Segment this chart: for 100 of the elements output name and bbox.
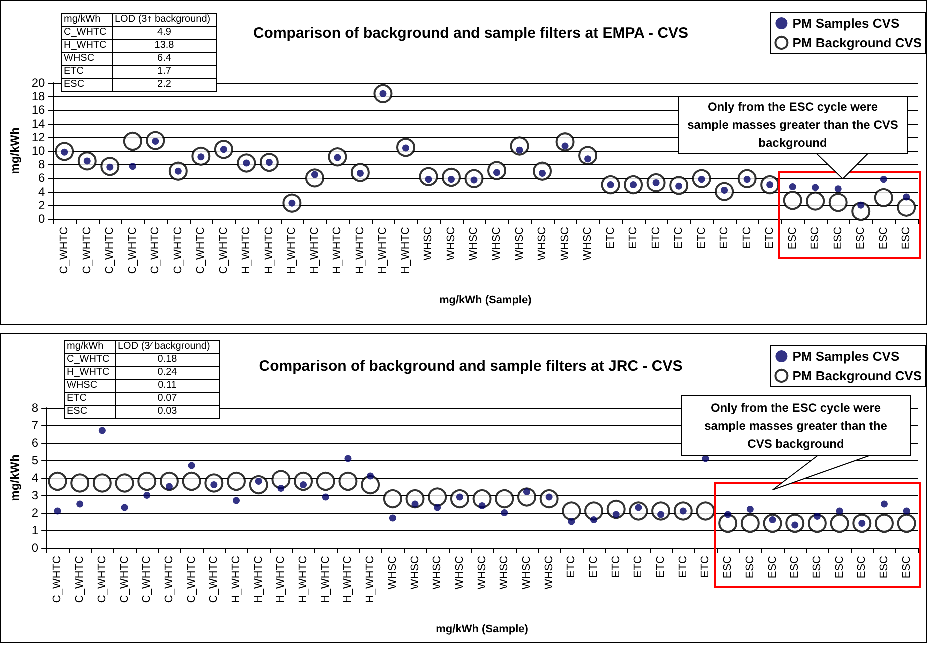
x-tick-label: ETC [628, 226, 640, 249]
y-tick-label: 0 [38, 212, 46, 226]
y-tick-label: 4 [32, 471, 39, 485]
y-axis-title: mg/kWh [8, 454, 22, 502]
point [361, 476, 380, 494]
point [702, 455, 710, 462]
x-tick-label: ETC [604, 226, 617, 249]
y-tick-label: 6 [38, 171, 46, 186]
x-tick-label: C_WHTC [208, 556, 220, 604]
point [858, 202, 865, 209]
point [874, 188, 894, 208]
x-tick-label: C_WHTC [74, 556, 86, 604]
point [495, 490, 514, 508]
x-tick-label: C_WHTC [126, 226, 139, 274]
x-tick-label: C_WHTC [104, 226, 116, 274]
point [568, 518, 576, 526]
x-tick-label: H_WHTC [354, 226, 366, 274]
point [138, 472, 157, 491]
x-tick-label: ESC [766, 556, 779, 579]
point [828, 193, 848, 212]
y-tick-label: 8 [38, 158, 46, 172]
text: 1.7 [112, 66, 216, 78]
x-tick-label: WHSC [536, 226, 549, 261]
x-tick-label: ESC [786, 226, 799, 250]
x-tick-label: ESC [878, 226, 890, 250]
x-tick-label: H_WHTC [263, 226, 276, 274]
x-tick-label: ETC [764, 226, 776, 249]
x-tick-label: ESC [722, 556, 734, 579]
point [338, 472, 358, 491]
point [166, 483, 173, 490]
text: C_WHTC [64, 354, 116, 366]
x-tick-label: ESC [855, 226, 868, 250]
annotation: Only from the ESC cycle were sample masses greater than the CVS background [704, 400, 888, 452]
x-tick-label: ETC [650, 226, 662, 249]
x-tick-label: C_WHTC [218, 226, 230, 274]
x-tick-label: H_WHTC [342, 556, 354, 604]
x-tick-label: ESC [878, 556, 890, 579]
x-tick-label: WHSC [491, 226, 503, 261]
x-tick-label: ETC [566, 556, 578, 578]
point [428, 488, 448, 507]
x-tick-label: H_WHTC [308, 226, 321, 274]
y-tick-label: 2 [38, 198, 46, 212]
point [227, 472, 246, 491]
point [182, 472, 202, 491]
point [523, 488, 530, 496]
y-tick-label: 6 [32, 436, 39, 450]
x-tick-label: WHSC [514, 226, 526, 261]
text: LOD (3↑ background) [112, 14, 216, 26]
x-tick-label: C_WHTC [150, 226, 162, 274]
y-tick-label: 12 [32, 130, 46, 144]
point [412, 500, 419, 508]
x-tick-label: C_WHTC [141, 556, 154, 604]
x-tick-label: ESC [832, 226, 844, 250]
point [278, 485, 285, 492]
x-tick-label: ETC [696, 226, 708, 249]
point [724, 511, 732, 518]
legend-label: PM Background CVS [792, 368, 922, 384]
point [880, 176, 888, 184]
text: H_WHTC [64, 366, 116, 380]
text: WHSC [64, 380, 116, 392]
x-tick-label: WHSC [445, 226, 458, 261]
y-tick-label: 5 [32, 454, 39, 468]
point [344, 455, 352, 462]
x-tick-label: ESC [900, 226, 913, 250]
x-tick-label: WHSC [476, 556, 488, 590]
x-tick-label: C_WHTC [118, 556, 131, 604]
point [272, 470, 291, 490]
x-tick-label: C_WHTC [96, 556, 108, 604]
point [188, 462, 196, 470]
x-tick-label: H_WHTC [377, 226, 390, 274]
text: ETC [62, 66, 112, 78]
x-tick-label: WHSC [454, 556, 466, 590]
text: H_WHTC [62, 40, 112, 52]
x-tick-label: H_WHTC [240, 226, 253, 274]
x-tick-label: ETC [655, 556, 668, 578]
x-tick-label: H_WHTC [332, 226, 344, 274]
x-tick-label: WHSC [432, 556, 444, 590]
point [897, 514, 916, 533]
point [696, 502, 716, 521]
x-tick-label: WHSC [543, 556, 556, 590]
point [584, 502, 604, 521]
chart-title: Comparison of background and sample filters at JRC - CVS [259, 358, 683, 375]
legend-label: PM Samples CVS [792, 16, 900, 31]
point [612, 511, 620, 518]
y-axis-title: mg/kWh [8, 128, 22, 174]
x-tick-label: WHSC [409, 556, 422, 590]
text: 6.4 [112, 52, 216, 66]
x-tick-label: C_WHTC [186, 556, 198, 604]
x-tick-label: ESC [811, 556, 824, 579]
point [806, 192, 826, 211]
y-tick-label: 2 [32, 506, 39, 520]
point [92, 474, 112, 493]
y-tick-label: 1 [32, 524, 39, 538]
point [367, 472, 374, 480]
x-tick-label: H_WHTC [298, 556, 310, 604]
point [836, 508, 844, 515]
x-tick-label: C_WHTC [195, 226, 208, 274]
chart-title: Comparison of background and sample filters at EMPA - CVS [253, 25, 689, 42]
x-tick-label: ETC [673, 226, 686, 249]
x-tick-label: ESC [900, 556, 913, 579]
